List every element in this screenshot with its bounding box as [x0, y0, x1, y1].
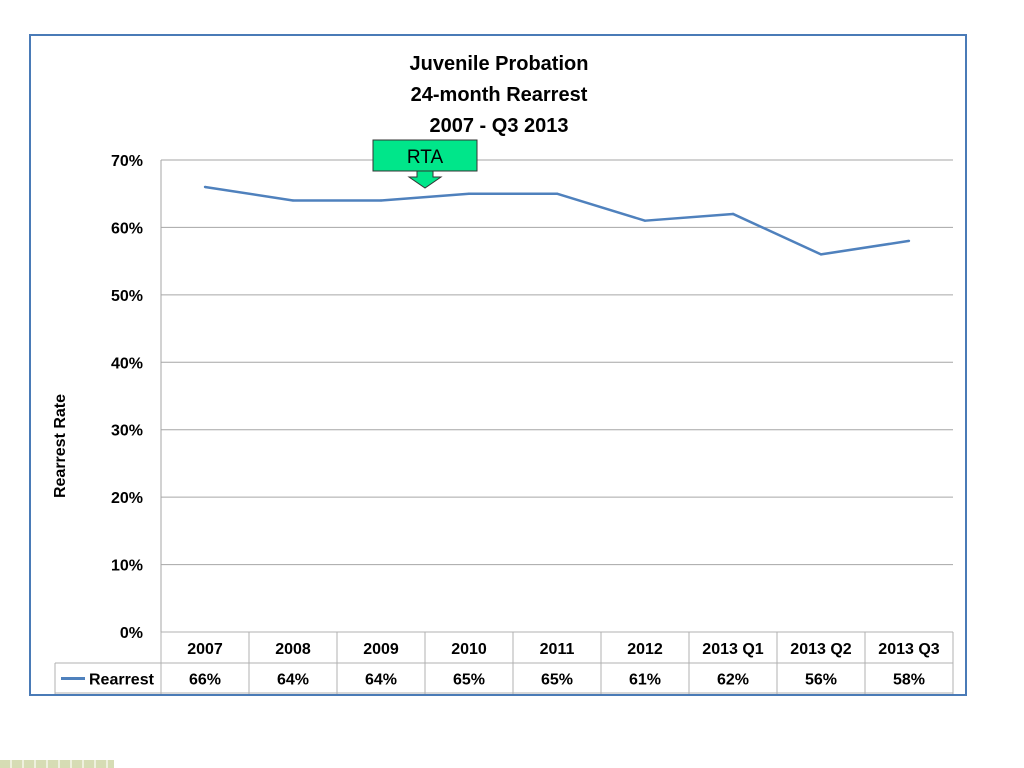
data-point	[291, 199, 295, 202]
data-point	[379, 199, 383, 202]
y-tick-label: 10%	[111, 558, 143, 575]
data-point	[907, 239, 911, 243]
x-tick-label: 2010	[451, 641, 487, 658]
data-point	[643, 219, 647, 222]
y-axis-label: Rearrest Rate	[52, 394, 69, 498]
x-tick-label: 2007	[187, 641, 223, 658]
y-tick-label: 30%	[111, 423, 143, 440]
x-tick-label: 2013 Q3	[878, 641, 939, 658]
footer-strip	[0, 760, 114, 768]
data-point	[203, 185, 207, 189]
data-table-value: 66%	[189, 672, 221, 689]
x-tick-label: 2012	[627, 641, 663, 658]
data-table-value: 56%	[805, 672, 837, 689]
data-table-value: 64%	[365, 672, 397, 689]
y-tick-label: 0%	[120, 625, 143, 642]
y-tick-label: 70%	[111, 153, 143, 170]
rta-callout-label: RTA	[407, 147, 444, 168]
chart-title-line: 24-month Rearrest	[411, 84, 588, 106]
data-table-value: 65%	[541, 672, 573, 689]
x-tick-label: 2011	[540, 641, 575, 658]
data-table-value: 61%	[629, 672, 661, 689]
chart-title-line: 2007 - Q3 2013	[430, 115, 569, 137]
y-tick-label: 50%	[111, 288, 143, 305]
data-table-value: 62%	[717, 672, 749, 689]
x-tick-label: 2013 Q1	[702, 641, 763, 658]
legend-label: Rearrest	[89, 672, 155, 689]
rta-arrow	[407, 170, 443, 189]
chart-title-line: Juvenile Probation	[410, 53, 589, 75]
data-point	[731, 212, 735, 216]
data-point	[819, 253, 823, 256]
series-line-rearrest	[204, 185, 910, 256]
rta-callout-box	[372, 139, 478, 172]
line-chart: Juvenile Probation 24-month Rearrest 2007 …	[52, 53, 954, 694]
x-tick-label: 2008	[275, 641, 311, 658]
data-table-value: 65%	[453, 672, 485, 689]
x-tick-label: 2009	[363, 641, 399, 658]
rta-callout: RTA	[372, 139, 478, 189]
chart-frame: Juvenile Probation 24-month Rearrest 2007 …	[29, 34, 967, 696]
data-table-value: 58%	[893, 672, 925, 689]
data-table-value: 64%	[277, 672, 309, 689]
x-tick-label: 2013 Q2	[790, 641, 851, 658]
y-tick-label: 40%	[111, 355, 143, 372]
y-tick-label: 60%	[111, 220, 143, 237]
data-point	[467, 192, 471, 195]
data-point	[555, 192, 559, 195]
y-tick-label: 20%	[111, 490, 143, 507]
